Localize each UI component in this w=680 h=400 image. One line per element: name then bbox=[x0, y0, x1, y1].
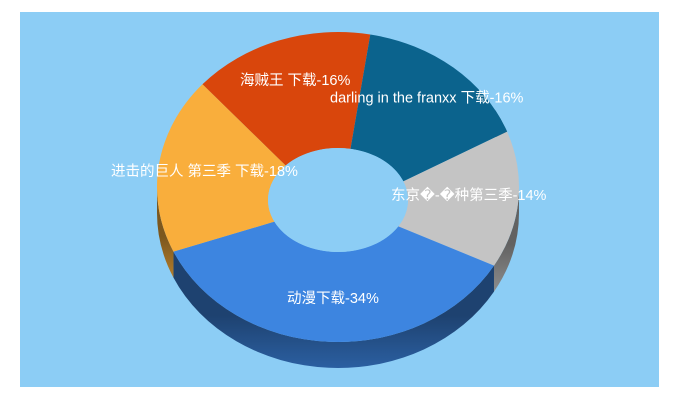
svg-text:动漫下载-34%: 动漫下载-34% bbox=[287, 290, 379, 307]
svg-text:进击的巨人 第三季 下载-18%: 进击的巨人 第三季 下载-18% bbox=[111, 162, 298, 180]
svg-text:东京�-�种第三季-14%: 东京�-�种第三季-14% bbox=[391, 186, 547, 204]
svg-text:darling in the franxx 下载-16%: darling in the franxx 下载-16% bbox=[330, 89, 524, 106]
svg-text:海贼王 下载-16%: 海贼王 下载-16% bbox=[240, 72, 350, 89]
